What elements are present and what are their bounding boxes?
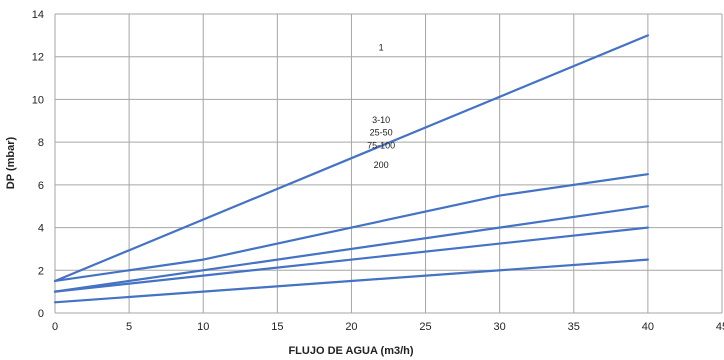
x-axis-label: FLUJO DE AGUA (m3/h) xyxy=(288,345,413,357)
tick-labels: 0 5 10 15 20 25 30 35 40 45 0 2 4 6 8 10 12 14 xyxy=(32,9,724,333)
annotations: 1 3-10 25-50 75-100 200 xyxy=(367,42,395,169)
y-tick-label: 6 xyxy=(38,180,44,192)
y-axis-label: DP (mbar) xyxy=(5,136,17,189)
y-tick-label: 0 xyxy=(38,308,44,320)
x-tick-label: 15 xyxy=(271,321,283,333)
x-tick-label: 30 xyxy=(494,321,506,333)
x-tick-label: 0 xyxy=(52,321,58,333)
line-annotation: 3-10 xyxy=(372,115,390,125)
series-line-3 xyxy=(53,205,649,293)
y-tick-label: 8 xyxy=(38,137,44,149)
y-tick-label: 10 xyxy=(32,94,44,106)
x-tick-label: 20 xyxy=(345,321,357,333)
series-line-5 xyxy=(53,258,649,304)
series-line-1 xyxy=(53,34,649,283)
line-annotation: 75-100 xyxy=(367,141,395,151)
x-tick-label: 40 xyxy=(642,321,654,333)
grid xyxy=(54,13,723,314)
x-tick-label: 45 xyxy=(716,321,724,333)
y-tick-label: 2 xyxy=(38,265,44,277)
x-tick-label: 25 xyxy=(419,321,431,333)
x-tick-label: 5 xyxy=(126,321,132,333)
line-annotation: 25-50 xyxy=(370,128,393,138)
y-tick-label: 14 xyxy=(32,9,44,21)
x-tick-label: 35 xyxy=(568,321,580,333)
line-annotation: 200 xyxy=(374,160,389,170)
y-tick-label: 12 xyxy=(32,52,44,64)
series-line-2 xyxy=(53,173,649,283)
x-tick-label: 10 xyxy=(197,321,209,333)
line-annotation: 1 xyxy=(379,42,384,52)
series-line-4 xyxy=(53,226,649,293)
y-tick-label: 4 xyxy=(38,223,44,235)
series-group xyxy=(53,34,649,304)
